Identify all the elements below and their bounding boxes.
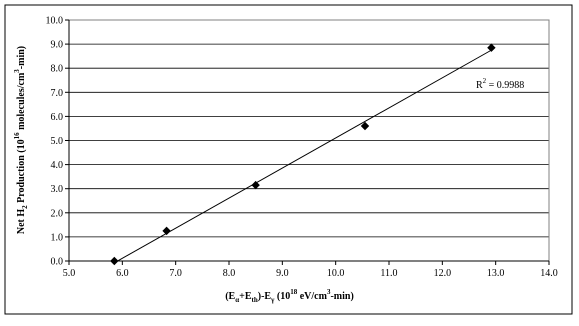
y-tick-label: 7.0 xyxy=(51,88,64,99)
r-squared-annotation: R2 = 0.9988 xyxy=(476,77,524,91)
data-point xyxy=(162,226,171,236)
data-point xyxy=(251,180,260,190)
x-tick-label: 10.0 xyxy=(327,268,345,279)
y-tick-label: 2.0 xyxy=(51,208,64,219)
y-tick-label: 8.0 xyxy=(51,64,64,75)
x-tick-label: 7.0 xyxy=(169,268,182,279)
data-point-layer xyxy=(110,43,496,266)
y-tick-label: 1.0 xyxy=(51,232,64,243)
y-tick-label: 3.0 xyxy=(51,184,64,195)
y-tick-label: 0.0 xyxy=(51,257,64,268)
x-axis-title: (Eα+Eth)-Eγ (1018 eV/cm3-min) xyxy=(225,288,354,304)
x-tick-label: 14.0 xyxy=(540,268,558,279)
x-tick-label: 11.0 xyxy=(380,268,397,279)
data-point xyxy=(487,43,496,52)
x-tick-label: 5.0 xyxy=(63,268,76,279)
x-tick-label: 8.0 xyxy=(223,268,236,279)
y-tick-label: 9.0 xyxy=(51,40,64,51)
y-axis-title: Net H2 Production (1016 molecules/cm3-mi… xyxy=(13,46,29,234)
y-tick-label: 6.0 xyxy=(51,112,64,123)
x-tick-label: 6.0 xyxy=(116,268,129,279)
axis-layer: 0.0 1.0 2.0 3.0 4.0 5.0 6.0 7.0 8.0 9.0 10.0 5.0 6.0… xyxy=(46,16,558,280)
x-tick-label: 13.0 xyxy=(487,268,505,279)
x-tick-label: 12.0 xyxy=(434,268,452,279)
chart-frame xyxy=(4,4,573,315)
y-tick-label: 5.0 xyxy=(51,136,64,147)
linear-trendline xyxy=(113,49,492,264)
data-point xyxy=(360,121,370,131)
trendline-layer xyxy=(113,49,492,264)
y-tick-label: 4.0 xyxy=(51,160,64,171)
x-tick-label: 9.0 xyxy=(276,268,289,279)
data-point xyxy=(110,256,119,266)
y-tick-label: 10.0 xyxy=(46,16,64,27)
